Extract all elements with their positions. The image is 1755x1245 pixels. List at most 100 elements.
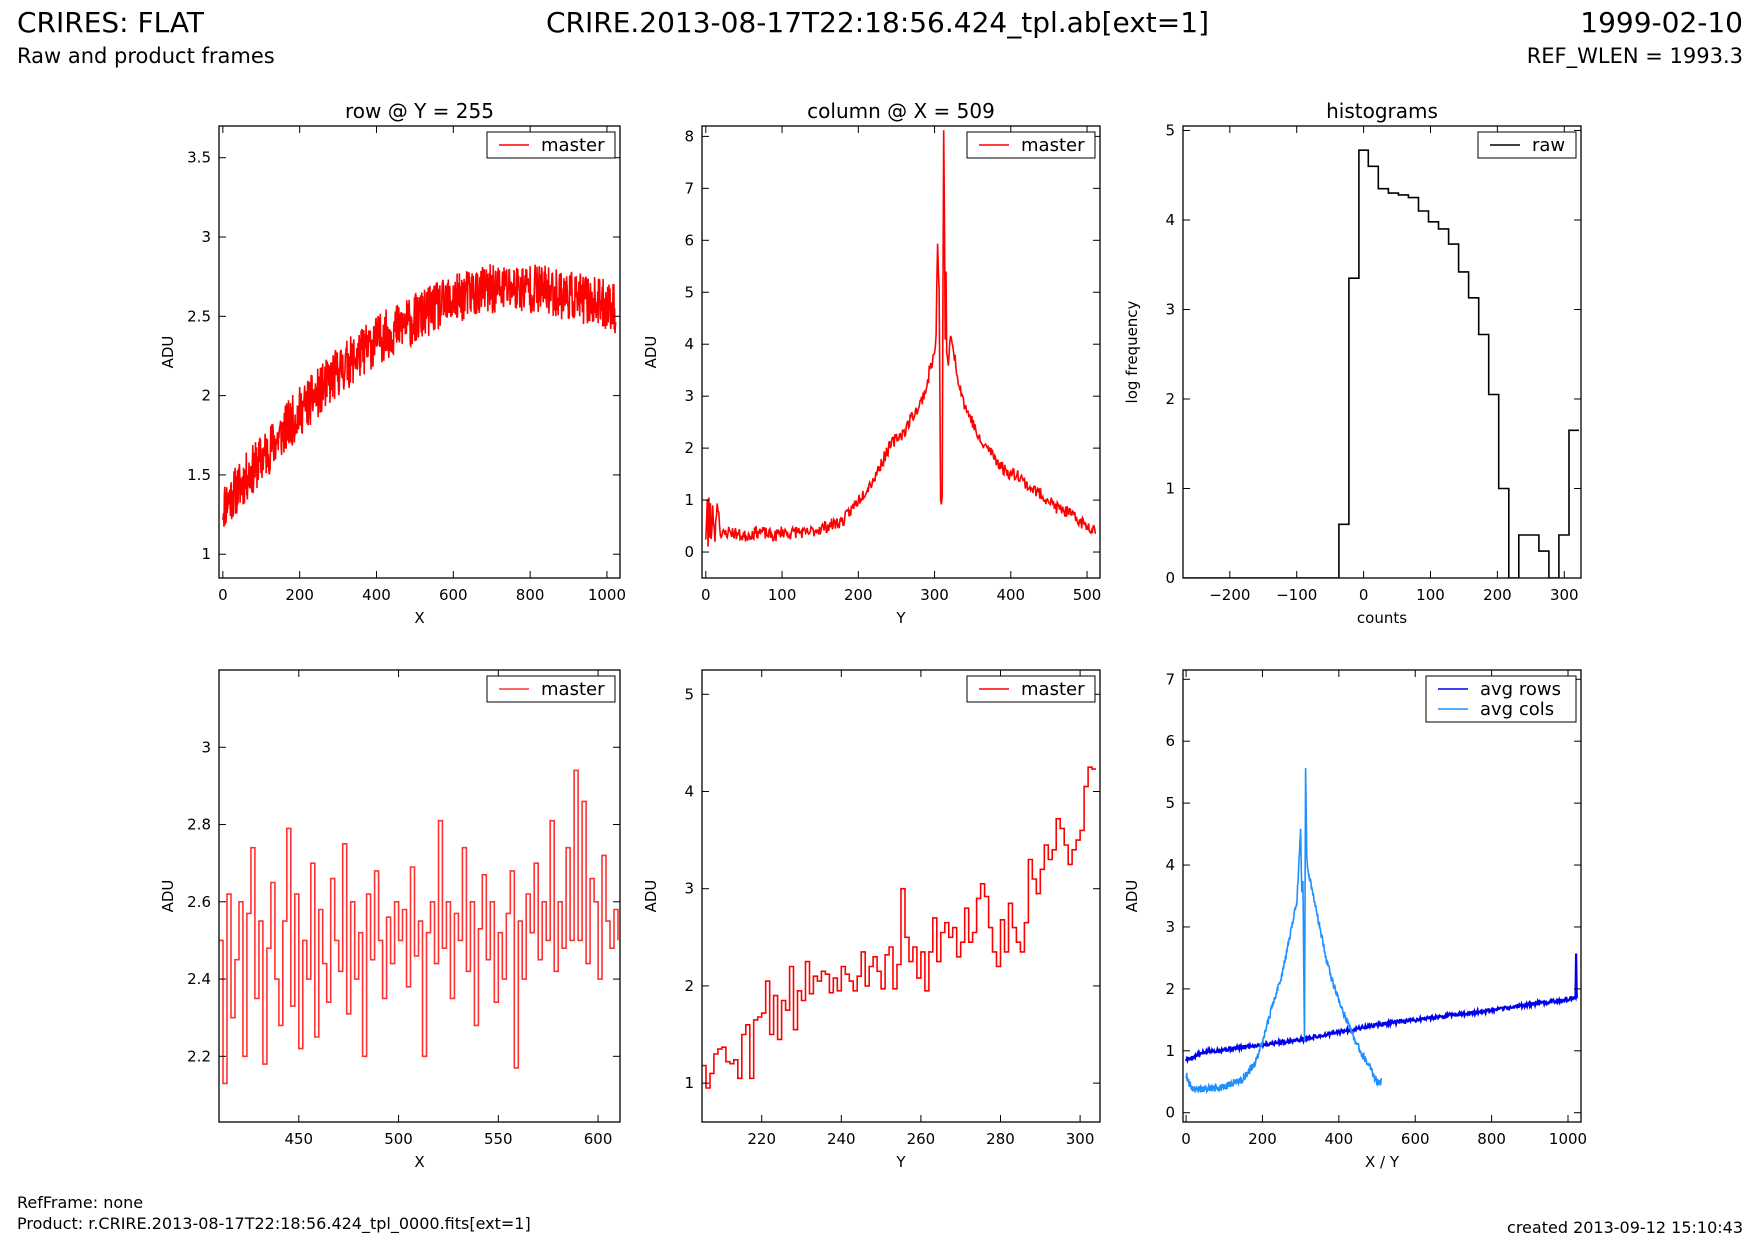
legend-label: master (541, 679, 605, 700)
x-tick-label: 600 (584, 1130, 613, 1148)
x-tick-label: 260 (907, 1130, 936, 1148)
plot-frame (701, 125, 1101, 579)
x-tick-label: 200 (1248, 1130, 1277, 1148)
date-label: 1999-02-10 (1580, 6, 1743, 39)
legend-label: master (1021, 679, 1085, 700)
x-axis-label: X / Y (1365, 1153, 1400, 1171)
y-tick-label: 5 (684, 685, 694, 703)
x-tick-label: 0 (218, 586, 228, 604)
series-line-master (222, 264, 617, 527)
created-label: created 2013-09-12 15:10:43 (1507, 1218, 1743, 1237)
y-tick-label: 3 (201, 228, 211, 246)
x-axis-label: X (414, 1153, 424, 1171)
plot-title: histograms (1326, 99, 1438, 123)
y-axis-label: ADU (159, 880, 177, 913)
plot-frame (218, 125, 621, 579)
y-tick-label: 6 (684, 231, 694, 249)
x-axis-label: counts (1357, 609, 1407, 627)
y-tick-label: 2.2 (187, 1047, 211, 1065)
x-tick-label: 400 (1325, 1130, 1354, 1148)
y-tick-label: 5 (1165, 794, 1175, 812)
x-tick-label: 1000 (1549, 1130, 1587, 1148)
y-tick-label: 5 (684, 283, 694, 301)
y-tick-label: 2.6 (187, 893, 211, 911)
y-tick-label: 1 (684, 1074, 694, 1092)
page-title: CRIRES: FLAT (17, 6, 204, 39)
series-line-master (219, 769, 619, 1085)
panel-5: 220 240 260 280 300 1 2 3 4 5 Y ADU master (642, 669, 1101, 1171)
plot-frame (218, 669, 621, 1123)
y-tick-label: 1 (1165, 1042, 1175, 1060)
x-tick-label: −100 (1276, 586, 1317, 604)
x-tick-label: 800 (516, 586, 545, 604)
x-tick-label: −200 (1209, 586, 1250, 604)
x-tick-label: 300 (1066, 1130, 1095, 1148)
x-tick-label: 280 (986, 1130, 1015, 1148)
x-tick-label: 300 (920, 586, 949, 604)
y-tick-label: 2 (684, 439, 694, 457)
plot-frame (1182, 669, 1582, 1123)
y-tick-label: 2 (201, 387, 211, 405)
y-tick-label: 3.5 (187, 149, 211, 167)
x-tick-label: 450 (284, 1130, 313, 1148)
legend-label: master (541, 135, 605, 156)
y-tick-label: 1.5 (187, 466, 211, 484)
panel-4: 450 500 550 600 2.2 2.4 2.6 2.8 3 X ADU master (159, 669, 621, 1171)
x-tick-label: 200 (844, 586, 873, 604)
y-tick-label: 4 (1165, 211, 1175, 229)
y-axis-label: ADU (642, 336, 660, 369)
plot-frame (701, 669, 1101, 1123)
x-tick-label: 400 (362, 586, 391, 604)
x-tick-label: 240 (827, 1130, 856, 1148)
x-axis-label: X (414, 609, 424, 627)
y-tick-label: 2.5 (187, 307, 211, 325)
series-line-avg-cols (1185, 768, 1382, 1095)
refframe-label: RefFrame: none (17, 1193, 144, 1212)
legend-label: master (1021, 135, 1085, 156)
y-tick-label: 4 (684, 783, 694, 801)
legend-label: avg cols (1480, 699, 1554, 720)
panel-3: −200 −100 0 100 200 300 0 1 2 3 4 5 histograms counts… (1123, 99, 1582, 627)
y-tick-label: 8 (684, 127, 694, 145)
x-tick-label: 600 (439, 586, 468, 604)
page-subtitle: Raw and product frames (17, 44, 275, 68)
x-tick-label: 1000 (588, 586, 626, 604)
y-tick-label: 0 (1165, 1104, 1175, 1122)
y-axis-label: ADU (1123, 880, 1141, 913)
x-tick-label: 200 (285, 586, 314, 604)
y-tick-label: 2 (684, 977, 694, 995)
x-tick-label: 0 (701, 586, 711, 604)
x-tick-label: 550 (484, 1130, 513, 1148)
legend-box (1425, 675, 1577, 723)
y-tick-label: 3 (684, 880, 694, 898)
y-tick-label: 3 (201, 738, 211, 756)
panel-1: 0 200 400 600 800 1000 1 1.5 2 2.5 3 3.5 row @ Y = 2… (159, 99, 626, 627)
y-tick-label: 6 (1165, 732, 1175, 750)
y-tick-label: 3 (1165, 918, 1175, 936)
ref-wlen-label: REF_WLEN = 1993.3 (1526, 44, 1743, 68)
x-tick-label: 0 (1181, 1130, 1191, 1148)
y-tick-label: 0 (1165, 569, 1175, 587)
x-tick-label: 500 (384, 1130, 413, 1148)
series-line-raw (1183, 149, 1579, 578)
y-tick-label: 0 (684, 543, 694, 561)
y-tick-label: 4 (1165, 856, 1175, 874)
series-line-avg-rows (1185, 953, 1578, 1064)
y-tick-label: 1 (201, 545, 211, 563)
panel-6: 0 200 400 600 800 1000 0 1 2 3 4 5 6 7 X / Y ADU avg row… (1123, 669, 1587, 1171)
plot-title: row @ Y = 255 (345, 99, 494, 123)
x-tick-label: 200 (1483, 586, 1512, 604)
y-tick-label: 2.8 (187, 816, 211, 834)
file-title: CRIRE.2013-08-17T22:18:56.424_tpl.ab[ext… (545, 6, 1209, 39)
y-axis-label: log frequency (1123, 300, 1141, 403)
x-tick-label: 300 (1550, 586, 1579, 604)
legend-label: avg rows (1480, 679, 1561, 700)
x-axis-label: Y (895, 1153, 906, 1171)
x-tick-label: 500 (1073, 586, 1102, 604)
plot-frame (1182, 125, 1582, 579)
y-tick-label: 7 (1165, 670, 1175, 688)
y-axis-label: ADU (159, 336, 177, 369)
x-tick-label: 100 (1416, 586, 1445, 604)
x-tick-label: 600 (1401, 1130, 1430, 1148)
panel-2: 0 100 200 300 400 500 0 1 2 3 4 5 6 7 8 column @ X = 50… (642, 99, 1101, 627)
